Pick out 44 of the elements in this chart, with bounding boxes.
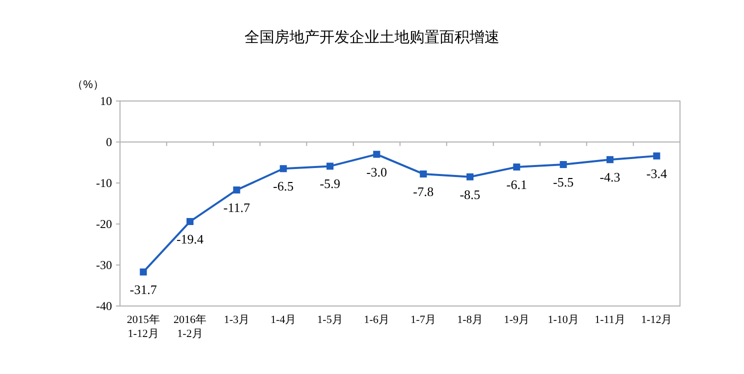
data-label: -31.7 — [130, 282, 158, 297]
point — [233, 186, 240, 194]
x-tick-label: 1-12月 — [641, 314, 672, 326]
x-tick-label: 1-6月 — [364, 314, 390, 326]
point — [373, 150, 380, 158]
point — [140, 268, 147, 276]
point — [420, 170, 427, 178]
x-tick-label: 1-4月 — [270, 314, 296, 326]
y-axis-title: （%） — [72, 79, 104, 91]
y-tick-label: -30 — [96, 258, 112, 272]
point — [513, 164, 520, 171]
data-label: -3.0 — [366, 164, 387, 180]
data-label: -5.9 — [320, 176, 340, 192]
point — [466, 173, 474, 180]
x-tick-label: 1-10月 — [548, 314, 579, 326]
data-label: -19.4 — [176, 232, 204, 247]
x-tick-label: 1-7月 — [410, 314, 436, 326]
data-label: -8.5 — [460, 186, 480, 202]
data-label: -4.3 — [600, 170, 620, 185]
data-label: -3.4 — [646, 166, 668, 181]
point — [280, 165, 287, 172]
point — [186, 218, 194, 226]
y-tick-label: -10 — [96, 176, 112, 190]
x-tick-label: 1-3月 — [224, 314, 250, 326]
data-label: -5.5 — [553, 174, 574, 190]
x-tick-label: 1-11月 — [594, 314, 626, 326]
y-tick-label: -20 — [96, 217, 112, 231]
point — [606, 156, 614, 164]
x-tick-label: 1-5月 — [317, 314, 343, 326]
y-tick-label: -40 — [96, 299, 112, 313]
data-label: -11.7 — [223, 200, 250, 215]
data-label: -6.1 — [506, 177, 527, 192]
x-tick-label: 1-8月 — [457, 314, 483, 326]
data-label: -6.5 — [273, 178, 294, 194]
point — [653, 152, 660, 160]
point — [560, 161, 567, 168]
y-tick-label: 10 — [100, 94, 112, 108]
x-tick-label: 2015年 1-12月 — [126, 314, 160, 340]
x-tick-label: 1-9月 — [504, 314, 530, 326]
y-tick-label: 0 — [106, 135, 112, 149]
chart-title: 全国房地产开发企业土地购置面积增速 — [244, 29, 500, 46]
x-tick-label: 2016年 1-2月 — [174, 314, 206, 340]
data-label: -7.8 — [413, 184, 434, 199]
point — [326, 162, 334, 170]
